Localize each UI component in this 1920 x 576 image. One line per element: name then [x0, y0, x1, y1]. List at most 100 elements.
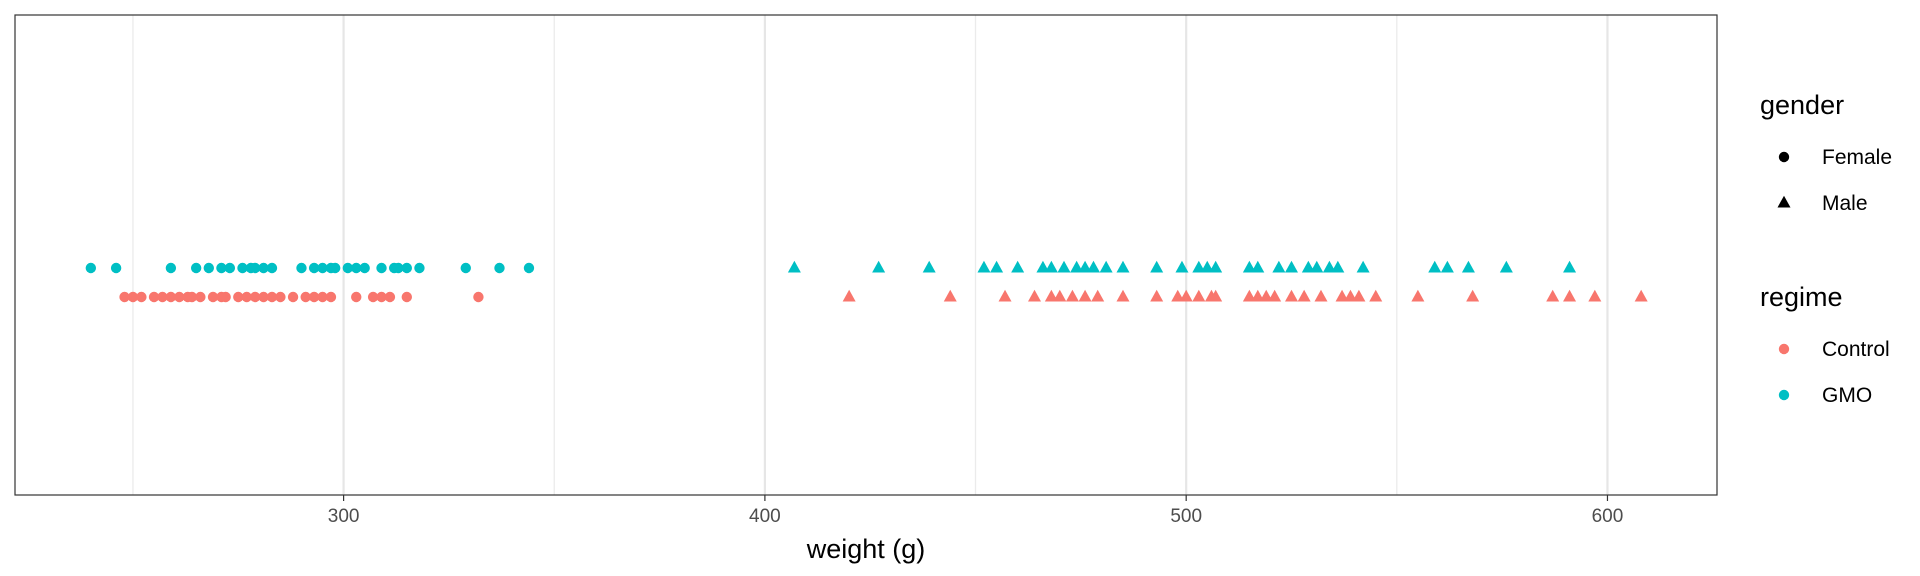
data-point	[1091, 289, 1105, 302]
data-point	[1499, 260, 1513, 273]
data-point	[1297, 289, 1311, 302]
data-point	[401, 262, 412, 274]
legend-title-gender: gender	[1760, 90, 1844, 120]
data-point	[258, 262, 269, 274]
data-point	[1028, 289, 1042, 302]
legend-key-gmo	[1778, 389, 1790, 401]
data-point	[1343, 289, 1357, 302]
data-point	[186, 291, 198, 303]
data-point	[1179, 289, 1193, 302]
data-point	[1065, 289, 1079, 302]
data-point	[317, 262, 328, 274]
data-point	[401, 291, 412, 303]
data-point	[494, 262, 505, 274]
grid-lines	[132, 15, 1609, 495]
data-point	[110, 262, 122, 274]
legend-key-male-triangle	[1777, 195, 1791, 208]
legend: gender Female Male regime Control GMO	[1760, 90, 1892, 407]
data-point	[249, 291, 261, 303]
data-point	[922, 260, 936, 273]
data-point	[127, 291, 139, 303]
data-point	[1411, 289, 1425, 302]
data-point	[308, 291, 320, 303]
legend-label-gmo: GMO	[1822, 384, 1872, 407]
data-point	[1175, 260, 1189, 273]
data-point	[990, 260, 1004, 273]
data-point	[473, 291, 484, 303]
data-point	[1466, 289, 1480, 302]
data-point	[1242, 260, 1256, 273]
x-tick-label: 600	[1592, 506, 1624, 527]
data-point	[1331, 260, 1345, 273]
data-point	[842, 289, 856, 302]
plot-panel-background	[15, 15, 1717, 495]
x-tick-label: 300	[328, 506, 360, 527]
data-point	[165, 291, 177, 303]
data-point	[384, 291, 396, 303]
data-point	[1086, 260, 1100, 273]
data-point	[351, 291, 362, 303]
data-point	[342, 262, 354, 274]
data-point	[165, 262, 177, 274]
x-tick-label: 500	[1170, 506, 1202, 527]
data-point	[1242, 289, 1256, 302]
data-point	[241, 291, 252, 303]
data-point	[216, 262, 227, 274]
data-point	[207, 291, 219, 303]
data-point	[1192, 289, 1206, 302]
legend-key-control	[1778, 343, 1790, 355]
data-point	[1285, 289, 1298, 302]
legend-label-female: Female	[1822, 146, 1892, 169]
data-point	[1546, 289, 1560, 302]
data-point	[1428, 260, 1442, 273]
x-tick-label: 400	[749, 506, 781, 527]
data-point	[325, 291, 337, 303]
data-point	[351, 262, 362, 274]
data-point	[136, 291, 147, 303]
data-point	[1335, 289, 1349, 302]
data-point	[1209, 260, 1223, 273]
data-point	[1251, 289, 1265, 302]
plot-panel-border	[14, 14, 1718, 496]
data-point	[233, 291, 244, 303]
data-point	[523, 262, 535, 274]
data-point	[1150, 260, 1164, 273]
data-point	[1044, 289, 1058, 302]
legend-label-control: Control	[1822, 338, 1890, 361]
data-point	[1356, 260, 1370, 273]
data-point	[224, 262, 236, 274]
data-point	[174, 291, 185, 303]
data-point	[1078, 260, 1092, 273]
data-point	[393, 262, 404, 274]
data-point	[1011, 260, 1025, 273]
data-point	[1192, 260, 1206, 273]
data-point	[287, 291, 299, 303]
data-point	[367, 291, 379, 303]
data-point	[1301, 260, 1315, 273]
data-point	[203, 262, 214, 274]
data-point	[1116, 289, 1130, 302]
data-point	[1352, 289, 1366, 302]
data-point	[148, 291, 160, 303]
data-point	[1268, 289, 1282, 302]
data-point	[787, 260, 801, 273]
data-point	[1070, 260, 1084, 273]
data-point	[1588, 289, 1602, 302]
legend-title-regime: regime	[1760, 282, 1843, 312]
data-point	[1314, 289, 1328, 302]
data-point	[977, 260, 991, 273]
data-point	[1116, 260, 1130, 273]
data-point	[195, 291, 206, 303]
x-axis-title: weight (g)	[806, 534, 926, 564]
data-point	[157, 291, 168, 303]
data-point	[296, 262, 307, 274]
data-point	[460, 262, 471, 274]
data-point	[376, 262, 387, 274]
data-points	[85, 260, 1648, 303]
data-point	[1209, 289, 1223, 302]
data-point	[1272, 260, 1286, 273]
data-point	[1251, 260, 1265, 273]
data-point	[317, 291, 328, 303]
data-point	[1078, 289, 1092, 302]
